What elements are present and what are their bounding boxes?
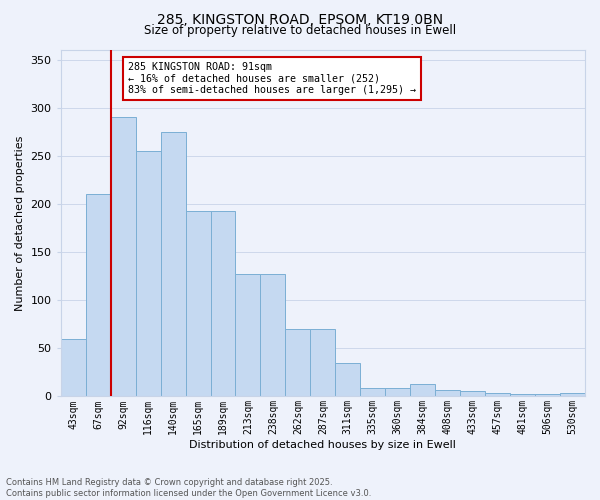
Bar bbox=[560, 392, 585, 396]
Bar bbox=[110, 118, 136, 396]
Bar bbox=[260, 274, 286, 396]
Text: Contains HM Land Registry data © Crown copyright and database right 2025.
Contai: Contains HM Land Registry data © Crown c… bbox=[6, 478, 371, 498]
Text: 285, KINGSTON ROAD, EPSOM, KT19 0BN: 285, KINGSTON ROAD, EPSOM, KT19 0BN bbox=[157, 12, 443, 26]
Bar bbox=[136, 151, 161, 396]
Bar bbox=[310, 329, 335, 396]
Bar bbox=[485, 392, 510, 396]
Bar bbox=[211, 210, 235, 396]
Bar bbox=[460, 390, 485, 396]
Bar bbox=[361, 388, 385, 396]
X-axis label: Distribution of detached houses by size in Ewell: Distribution of detached houses by size … bbox=[190, 440, 456, 450]
Bar bbox=[410, 384, 435, 396]
Bar bbox=[61, 338, 86, 396]
Bar bbox=[535, 394, 560, 396]
Bar bbox=[510, 394, 535, 396]
Bar bbox=[86, 194, 110, 396]
Bar bbox=[335, 362, 361, 396]
Bar bbox=[286, 329, 310, 396]
Bar bbox=[435, 390, 460, 396]
Text: 285 KINGSTON ROAD: 91sqm
← 16% of detached houses are smaller (252)
83% of semi-: 285 KINGSTON ROAD: 91sqm ← 16% of detach… bbox=[128, 62, 416, 94]
Bar bbox=[185, 210, 211, 396]
Y-axis label: Number of detached properties: Number of detached properties bbox=[15, 136, 25, 311]
Bar bbox=[235, 274, 260, 396]
Bar bbox=[161, 132, 185, 396]
Text: Size of property relative to detached houses in Ewell: Size of property relative to detached ho… bbox=[144, 24, 456, 37]
Bar bbox=[385, 388, 410, 396]
